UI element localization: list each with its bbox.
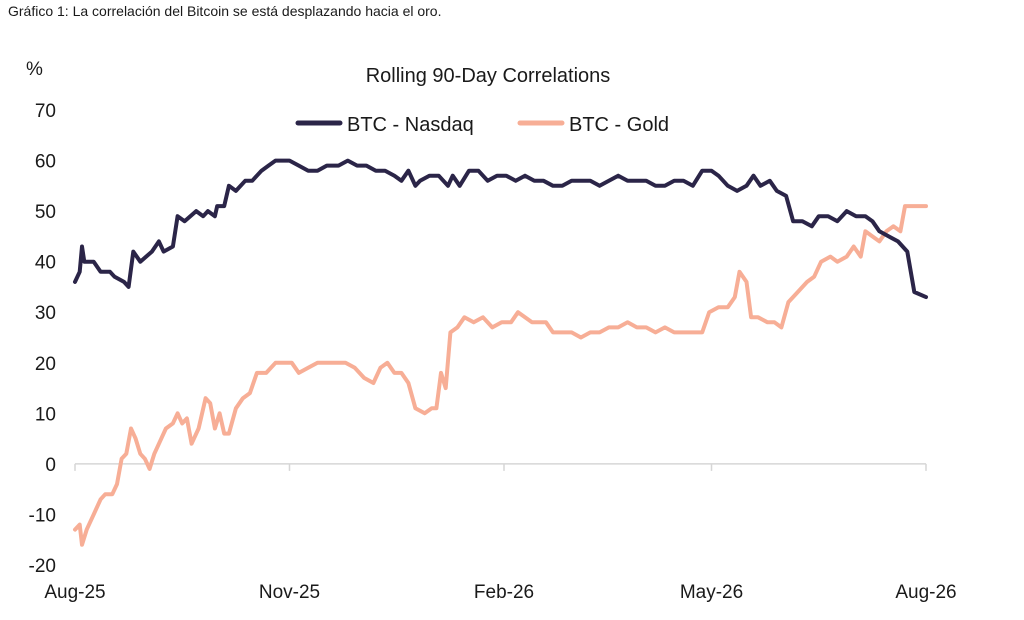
y-axis-label: % [26, 59, 43, 80]
y-tick-label: 50 [35, 202, 56, 223]
y-tick-label: 20 [35, 354, 56, 375]
y-tick-label: -20 [29, 556, 56, 577]
x-tick-label: Aug-26 [895, 582, 956, 603]
chart-title: Rolling 90-Day Correlations [366, 65, 611, 87]
legend-label-btc-gold: BTC - Gold [569, 114, 669, 136]
y-tick-label: -10 [29, 505, 56, 526]
y-tick-label: 60 [35, 152, 56, 173]
x-tick-label: Aug-25 [44, 582, 105, 603]
legend-label-btc-nasdaq: BTC - Nasdaq [347, 114, 474, 136]
x-tick-label: Feb-26 [474, 582, 534, 603]
y-axis: -20 -10 0 10 20 30 40 50 60 70 [29, 101, 56, 577]
series-line-btc-gold [73, 204, 928, 547]
series-layer [73, 158, 928, 547]
x-tick-label: Nov-25 [259, 582, 320, 603]
legend: BTC - Nasdaq BTC - Gold [295, 114, 669, 136]
chart-caption: Gráfico 1: La correlación del Bitcoin se… [8, 3, 442, 19]
y-tick-label: 30 [35, 303, 56, 324]
y-tick-label: 10 [35, 404, 56, 425]
x-tick-label: May-26 [680, 582, 743, 603]
y-tick-label: 70 [35, 101, 56, 122]
x-axis: Aug-25 Nov-25 Feb-26 May-26 Aug-26 [44, 463, 957, 603]
y-tick-label: 40 [35, 253, 56, 274]
y-tick-label: 0 [45, 455, 56, 476]
series-line-btc-nasdaq [73, 158, 928, 300]
